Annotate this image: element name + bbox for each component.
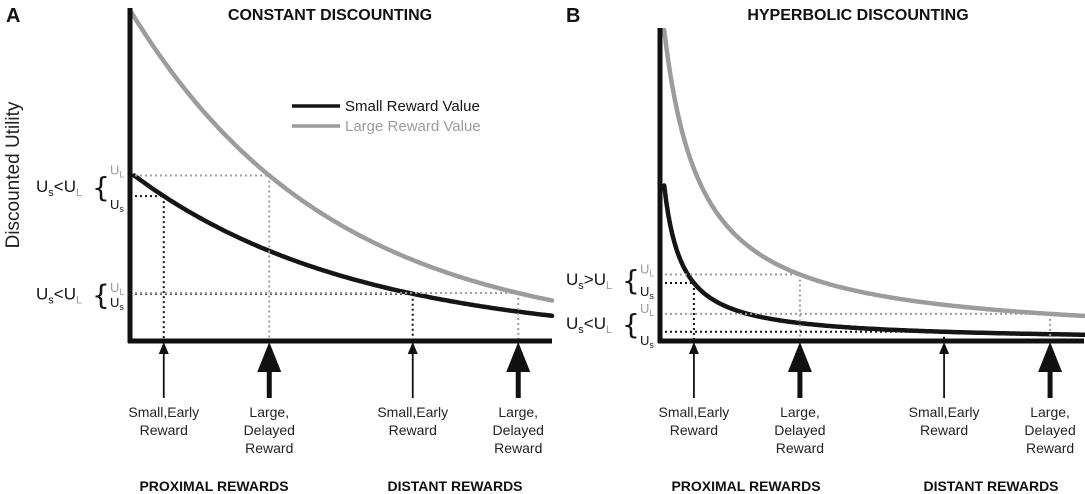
proximal-rewards-label: PROXIMAL REWARDS	[139, 478, 288, 494]
reward-label-2: Large, Delayed Reward	[774, 404, 825, 456]
reward-arrow-3-head	[939, 342, 950, 354]
comparison-distant-brace: {	[622, 308, 640, 341]
panel-b: B HYPERBOLIC DISCOUNTINGUs>UL{ULUsUs<UL{U…	[566, 5, 1085, 494]
comparison-distant-relation: Us<UL	[36, 284, 82, 306]
reward-arrow-1-head	[688, 342, 699, 354]
comparison-distant-relation: Us<UL	[566, 314, 612, 336]
comparison-distant-brace: {	[92, 278, 110, 311]
comparison-proximal-relation: Us<UL	[36, 177, 82, 199]
comparison-proximal-brace: {	[92, 171, 110, 204]
reward-label-2: Large, Delayed Reward	[244, 404, 295, 456]
legend-label-small: Small Reward Value	[345, 98, 480, 115]
comparison-proximal-ul-tag: UL	[640, 262, 654, 279]
comparison-distant-us-tag: Us	[110, 295, 124, 312]
reward-arrow-1-head	[158, 342, 169, 354]
reward-label-4: Large, Delayed Reward	[493, 404, 544, 456]
reward-label-1: Small,Early Reward	[659, 404, 730, 438]
series-line-large	[661, 27, 1085, 319]
comparison-distant-ul-tag: UL	[110, 280, 124, 297]
comparison-proximal-us-tag: Us	[110, 197, 124, 214]
proximal-rewards-label: PROXIMAL REWARDS	[671, 478, 820, 494]
distant-rewards-label: DISTANT REWARDS	[387, 478, 522, 494]
panel-title: CONSTANT DISCOUNTING	[228, 7, 432, 24]
reward-arrow-2-head	[787, 342, 812, 372]
panel-title: HYPERBOLIC DISCOUNTING	[747, 7, 968, 24]
reward-arrow-2-head	[257, 342, 282, 372]
reward-label-3: Small,Early Reward	[909, 404, 980, 438]
series-line-small	[131, 173, 555, 319]
reward-label-3: Small,Early Reward	[377, 404, 448, 438]
comparison-proximal-ul-tag: UL	[110, 162, 124, 179]
reward-arrow-4-head	[1038, 342, 1063, 372]
reward-label-4: Large, Delayed Reward	[1024, 404, 1075, 456]
reward-label-1: Small,Early Reward	[128, 404, 199, 438]
legend-label-large: Large Reward Value	[345, 118, 481, 135]
reward-arrow-3-head	[407, 342, 418, 354]
panel-letter: B	[566, 5, 580, 27]
y-axis-label: Discounted Utility	[3, 101, 24, 248]
comparison-proximal-brace: {	[622, 264, 640, 297]
comparison-proximal-us-tag: Us	[640, 284, 654, 301]
comparison-distant-us-tag: Us	[640, 333, 654, 350]
legend: Small Reward Value Large Reward Value	[292, 98, 481, 135]
reward-arrow-4-head	[506, 342, 531, 372]
comparison-proximal-relation: Us>UL	[566, 270, 612, 292]
panel-letter: A	[6, 5, 20, 27]
distant-rewards-label: DISTANT REWARDS	[923, 478, 1058, 494]
comparison-distant-ul-tag: UL	[640, 301, 654, 318]
series-line-large	[127, 7, 555, 303]
series-line-small	[661, 183, 1085, 337]
